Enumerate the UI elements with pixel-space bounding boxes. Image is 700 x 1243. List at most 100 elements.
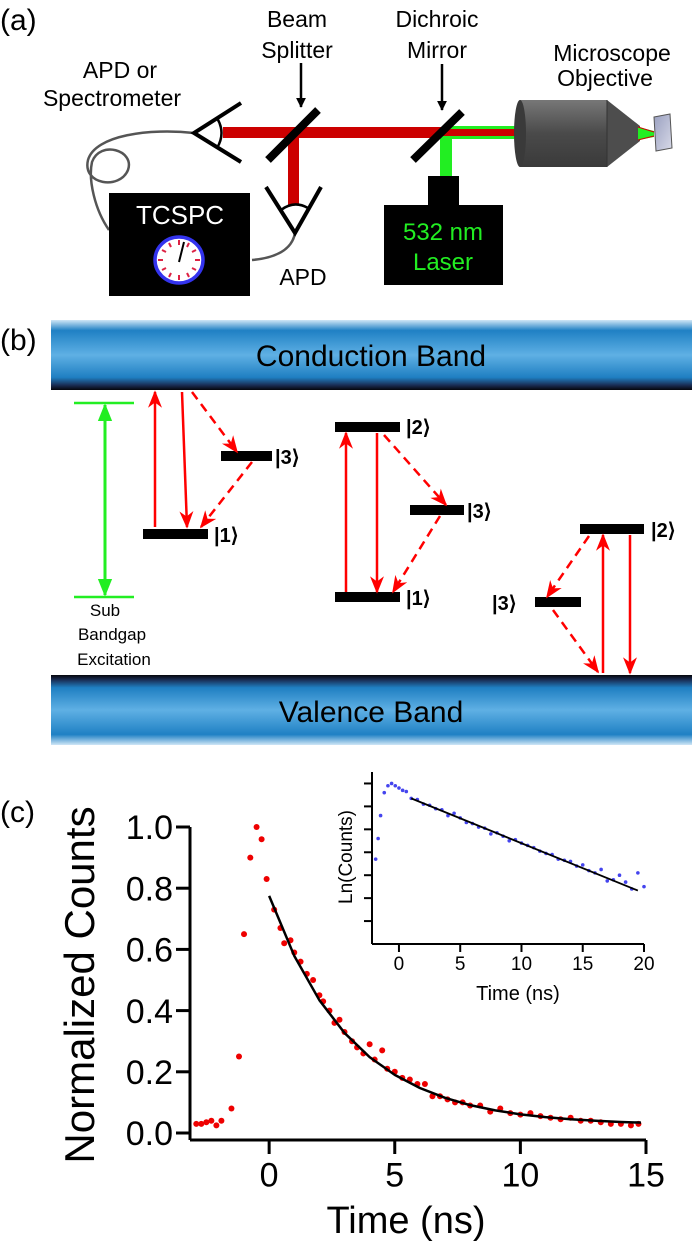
level-1-left (143, 529, 208, 539)
y-tick-label: 0.6 (126, 932, 173, 970)
spectrometer-detector-icon (190, 101, 243, 164)
data-point (382, 790, 387, 795)
data-point (397, 786, 401, 790)
excitation-label-line1: Sub (90, 601, 120, 620)
level-3-mid (410, 505, 464, 515)
decay-chart: Normalized Counts Time (ns) 0 5 10 15 0.0 0.2… (56, 806, 665, 1242)
apd-spectrometer-label-line2: Spectrometer (43, 85, 181, 111)
data-point (421, 1081, 428, 1088)
laser-wavelength-label: 532 nm (403, 219, 483, 246)
x-tick-label: 20 (633, 954, 654, 975)
y-tick-label: 0.8 (126, 870, 173, 908)
ket-2-right: |2⟩ (651, 520, 676, 542)
data-point (253, 824, 260, 830)
data-point (580, 863, 585, 867)
data-point (617, 873, 622, 877)
data-point (203, 1119, 210, 1126)
apd-detector-icon (264, 185, 323, 237)
panel-b-label: (b) (0, 324, 37, 357)
excitation-label-line3: Excitation (77, 650, 151, 669)
data-point (404, 789, 409, 794)
fiber-cable-2-icon (251, 232, 297, 262)
data-point (376, 836, 380, 841)
nonradiative-arrow-icon (551, 609, 600, 674)
microscope-objective-icon (514, 100, 655, 167)
laser-head (428, 176, 459, 206)
y-tick-label: 0.0 (126, 1115, 173, 1153)
data-point (627, 1122, 634, 1129)
objective-label-line2: Objective (557, 65, 653, 91)
nonradiative-arrow-icon (391, 515, 442, 594)
nonradiative-arrow-icon (545, 535, 591, 599)
inset-y-axis-label: Ln(Counts) (336, 810, 357, 904)
data-point (386, 783, 390, 788)
data-point (507, 839, 512, 843)
excitation-beam-bottom-edge (446, 136, 527, 139)
panel-a-label: (a) (0, 4, 37, 37)
data-point (213, 1122, 220, 1129)
data-point (281, 940, 288, 947)
data-point (636, 871, 640, 875)
panel-b: (b) Conduction Band Valence Band Sub Ban… (0, 320, 692, 745)
objective-label-line1: Microscope (553, 40, 671, 66)
data-point (366, 1041, 373, 1048)
ket-3-right: |3⟩ (492, 593, 517, 615)
data-point (605, 879, 610, 883)
level-3-right (535, 597, 581, 607)
sample-slide-icon (653, 113, 673, 152)
ket-1-left: |1⟩ (214, 525, 239, 547)
level-3-left (221, 451, 272, 461)
x-tick-label: 0 (394, 954, 405, 975)
level-2-right (580, 524, 644, 534)
valence-band-label: Valence Band (279, 696, 464, 729)
data-point (228, 1105, 235, 1112)
valence-band (51, 675, 692, 745)
data-point (218, 1117, 225, 1124)
data-point (208, 1117, 215, 1124)
inset-log-chart: Ln(Counts) Time (ns) 0 5 10 15 20 (336, 772, 655, 1005)
transition-arrow-icon (179, 391, 194, 529)
data-point (193, 1120, 200, 1127)
nonradiative-arrow-icon (199, 461, 253, 529)
level-2-mid (335, 422, 400, 432)
conduction-band-label: Conduction Band (256, 340, 486, 373)
data-point (393, 783, 398, 788)
clock-icon (153, 235, 205, 285)
data-point (623, 880, 628, 884)
apd-spectrometer-label-line1: APD or (83, 57, 157, 83)
laser-label: Laser (413, 249, 473, 276)
apd-label: APD (279, 264, 326, 290)
data-point (235, 1053, 242, 1060)
tcspc-label: TCSPC (136, 200, 224, 230)
panel-c: (c) Normalized Counts Time (ns) 0 5 10 15 0.… (0, 772, 665, 1242)
data-point (452, 811, 456, 816)
data-point (642, 884, 646, 889)
dichroic-mirror-icon (410, 109, 465, 163)
excitation-beam-top-edge (446, 126, 527, 129)
beam-splitter-label-line2: Splitter (261, 37, 333, 63)
x-tick-label: 5 (455, 954, 466, 975)
data-point (336, 1016, 343, 1023)
x-tick-label: 0 (260, 1156, 279, 1194)
dichroic-mirror-label-line1: Dichroic (395, 6, 478, 32)
laser-box (384, 205, 503, 285)
nonradiative-arrow-icon (191, 391, 239, 454)
data-point (247, 854, 254, 861)
data-point (379, 1047, 386, 1054)
data-point (599, 867, 603, 872)
y-tick-label: 0.4 (126, 993, 173, 1031)
fit-line (267, 895, 642, 1124)
emission-beam (223, 127, 527, 138)
data-point (198, 1120, 205, 1127)
beam-splitter-label-line1: Beam (267, 6, 327, 32)
data-point (489, 832, 493, 836)
data-point (400, 788, 405, 793)
x-tick-label: 15 (627, 1156, 665, 1194)
main-x-axis-label: Time (ns) (326, 1200, 485, 1242)
data-point (389, 781, 394, 786)
excitation-label-line2: Bandgap (78, 625, 146, 644)
data-point (378, 813, 383, 818)
x-tick-label: 10 (501, 1156, 539, 1194)
x-tick-label: 15 (572, 954, 593, 975)
main-y-axis-label: Normalized Counts (56, 806, 103, 1163)
